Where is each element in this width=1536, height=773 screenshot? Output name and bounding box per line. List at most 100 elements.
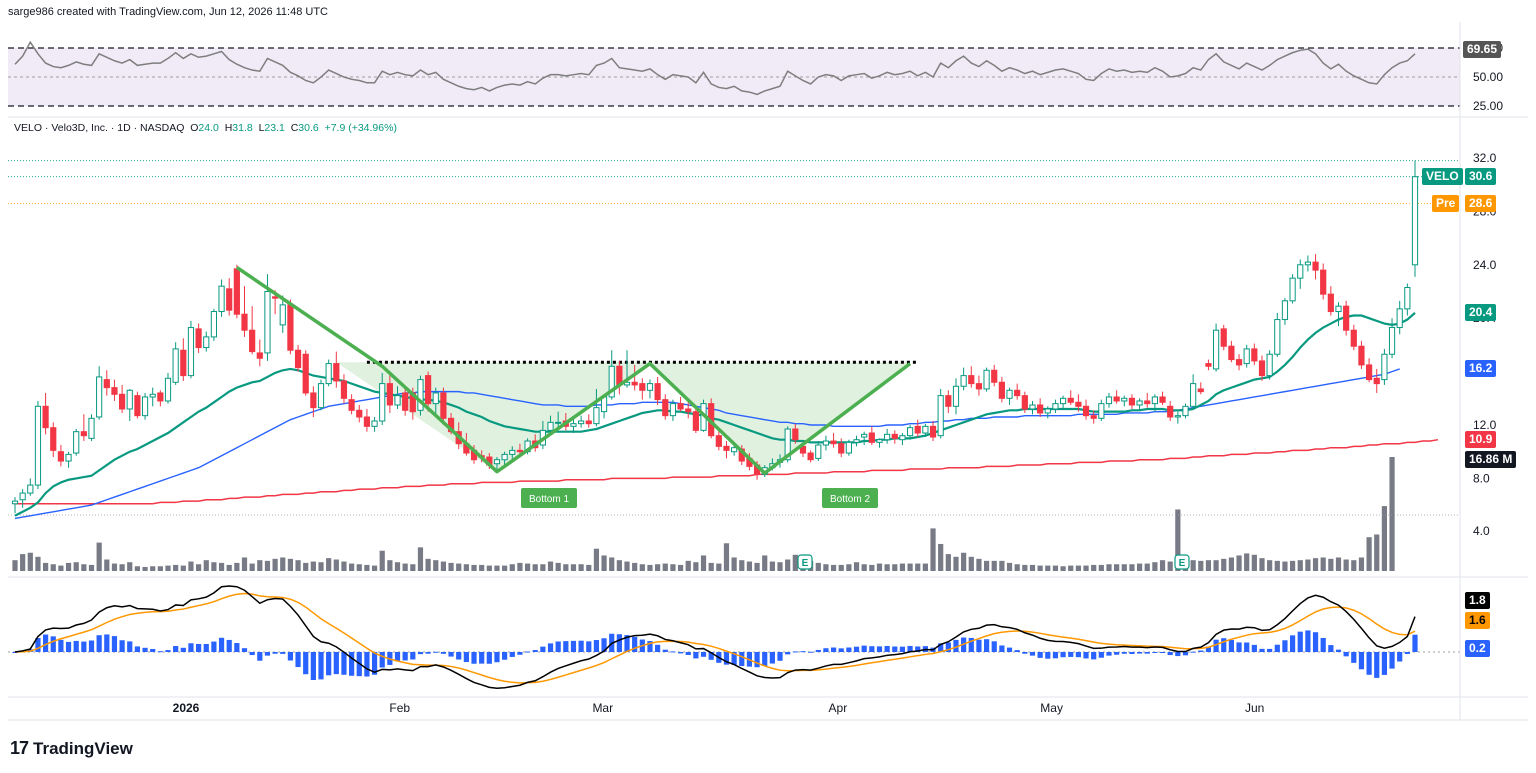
bottom-2-label-box (822, 488, 878, 508)
volume-bar (173, 564, 179, 571)
candle-body (1365, 364, 1373, 381)
candle-body (256, 352, 263, 359)
volume-bar (677, 564, 684, 571)
macd-histogram-bar (1213, 639, 1219, 652)
macd-histogram-bar (295, 652, 301, 668)
macd-histogram-bar (999, 645, 1005, 652)
macd-histogram-bar (1129, 652, 1135, 654)
volume-bar (1037, 565, 1043, 571)
candle-body (1251, 348, 1258, 362)
macd-histogram-bar (234, 643, 240, 652)
open-label: O (190, 122, 199, 134)
macd-histogram-bar (876, 646, 883, 652)
candle-body (884, 433, 891, 441)
macd-histogram-bar (1068, 652, 1074, 657)
macd-histogram-bar (593, 640, 600, 652)
tradingview-brand[interactable]: 17 TradingView (10, 738, 133, 759)
volume-bar (991, 560, 997, 571)
candle-body (88, 417, 95, 439)
time-tick-label: Apr (829, 701, 848, 715)
macd-histogram-bar (899, 646, 906, 652)
macd-histogram-bar (509, 652, 515, 657)
brand-name: TradingView (33, 738, 133, 758)
candle-body (210, 311, 218, 338)
volume-bar (861, 564, 867, 571)
volume-bar (12, 560, 18, 571)
macd-histogram-bar (708, 652, 714, 660)
candle-body (57, 451, 65, 462)
volume-bar (1267, 560, 1273, 571)
candle-body (1243, 348, 1250, 365)
macd-histogram-bar (142, 647, 148, 652)
rsi-line (14, 40, 1416, 96)
volume-bar (1014, 564, 1020, 571)
macd-histogram-bar (1159, 652, 1166, 654)
volume-bar (425, 558, 431, 571)
volume-bar (1205, 560, 1212, 571)
volume-bar (731, 557, 737, 571)
volume-bar (547, 561, 554, 571)
macd-histogram-bar (203, 643, 209, 652)
volume-bar (134, 566, 141, 571)
volume-bar (1381, 506, 1387, 571)
bottom-2-label-group: Bottom 2 (822, 488, 878, 508)
macd-histogram-bar (532, 650, 538, 652)
macd-histogram-bar (1228, 639, 1234, 652)
candle-body (1304, 261, 1311, 266)
macd-histogram-bar (448, 652, 454, 657)
candle-body (1144, 400, 1151, 405)
macd-histogram-bar (1075, 652, 1081, 658)
volume-bar (1236, 555, 1242, 571)
candle-body (1121, 397, 1128, 402)
macd-histogram-bar (524, 651, 531, 653)
volume-bar (769, 561, 775, 571)
candle-body (1266, 353, 1273, 377)
candle-body (1281, 300, 1289, 321)
high-label: H (224, 122, 233, 134)
volume-bar (188, 561, 194, 571)
candle-body (1312, 261, 1319, 271)
macd-histogram-bar (303, 652, 309, 675)
candle-body (386, 383, 393, 406)
candle-body (929, 425, 937, 438)
candle-body (164, 377, 172, 402)
candle-body (1167, 405, 1174, 418)
candle-body (547, 421, 554, 431)
candle-body (1190, 383, 1197, 407)
macd-histogram-bar (815, 649, 821, 652)
macd-histogram-bar (65, 641, 72, 652)
volume-bar (953, 556, 959, 571)
macd-histogram-bar (1351, 652, 1357, 663)
macd-histogram-bar (463, 652, 469, 663)
candle-body (371, 420, 378, 427)
macd-histogram-bar (287, 652, 294, 661)
macd-histogram-bar (731, 652, 737, 665)
candle-body (310, 392, 317, 409)
candle-body (807, 452, 814, 461)
candle-body (1075, 401, 1082, 407)
candle-body (302, 353, 309, 394)
macd-histogram-bar (1404, 652, 1410, 654)
macd-histogram-bar (486, 652, 492, 664)
macd-histogram-bar (616, 634, 622, 652)
sma50-tag: 16.2 (1465, 360, 1497, 377)
candle-body (906, 427, 914, 437)
volume-bar (915, 563, 921, 571)
macd-histogram-bar (1221, 638, 1227, 652)
volume-bar (586, 564, 592, 571)
volume-bar (1068, 565, 1074, 571)
candle-body (264, 291, 271, 354)
macd-histogram-bar (823, 648, 829, 652)
candle-body (1404, 286, 1411, 310)
macd-histogram-bar (1052, 652, 1059, 659)
macd-histogram-bar (50, 636, 56, 652)
macd-histogram-bar (1366, 652, 1372, 675)
macd-histogram-bar (693, 652, 699, 659)
candle-body (1358, 345, 1365, 366)
macd-histogram-bar (394, 652, 401, 662)
volume-bar (1259, 558, 1265, 571)
candle-body (103, 379, 110, 389)
candle-body (960, 375, 967, 387)
volume-bar (723, 543, 730, 571)
volume-bar (563, 564, 569, 571)
